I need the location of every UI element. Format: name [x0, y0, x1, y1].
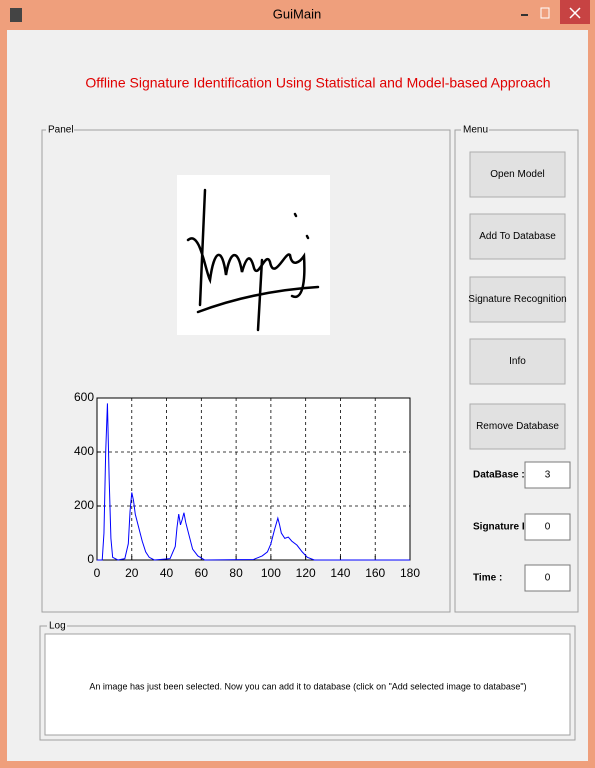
- button-label[interactable]: Remove Database: [476, 421, 559, 432]
- button[interactable]: Open Model: [470, 152, 565, 197]
- y-tick-label: 600: [74, 390, 94, 404]
- window: GuiMain Offline Signature Identification…: [0, 0, 595, 768]
- button-label[interactable]: Signature Recognition: [468, 294, 566, 305]
- app-icon: [10, 8, 22, 22]
- button[interactable]: Signature Recognition: [468, 277, 566, 322]
- x-tick-label: 140: [330, 566, 350, 580]
- y-tick-label: 200: [74, 498, 94, 512]
- x-tick-label: 120: [296, 566, 316, 580]
- x-tick-label: 40: [160, 566, 174, 580]
- group-label: Panel: [48, 125, 74, 136]
- field-value: 0: [545, 573, 551, 584]
- x-tick-label: 0: [94, 566, 101, 580]
- button[interactable]: Remove Database: [470, 404, 565, 449]
- button-label[interactable]: Add To Database: [479, 231, 556, 242]
- close-button[interactable]: [560, 0, 590, 24]
- x-tick-label: 60: [195, 566, 209, 580]
- button[interactable]: Info: [470, 339, 565, 384]
- x-tick-label: 80: [229, 566, 243, 580]
- group-label: Log: [49, 621, 66, 632]
- x-tick-label: 100: [261, 566, 281, 580]
- field-value: 0: [545, 522, 551, 533]
- group-label: Menu: [463, 125, 488, 136]
- x-tick-label: 180: [400, 566, 420, 580]
- button-label[interactable]: Open Model: [490, 169, 544, 180]
- button[interactable]: Add To Database: [470, 214, 565, 259]
- field-value: 3: [545, 470, 551, 481]
- x-tick-label: 160: [365, 566, 385, 580]
- field-label: Time :: [473, 573, 502, 584]
- field-label: DataBase :: [473, 470, 525, 481]
- x-tick-label: 20: [125, 566, 139, 580]
- window-title: GuiMain: [273, 6, 321, 21]
- y-tick-label: 400: [74, 444, 94, 458]
- y-tick-label: 0: [87, 552, 94, 566]
- signature-image: [177, 175, 330, 335]
- log-message: An image has just been selected. Now you…: [89, 681, 526, 691]
- button-label[interactable]: Info: [509, 356, 526, 367]
- heading: Offline Signature Identification Using S…: [85, 75, 550, 91]
- plot-area: [97, 398, 410, 560]
